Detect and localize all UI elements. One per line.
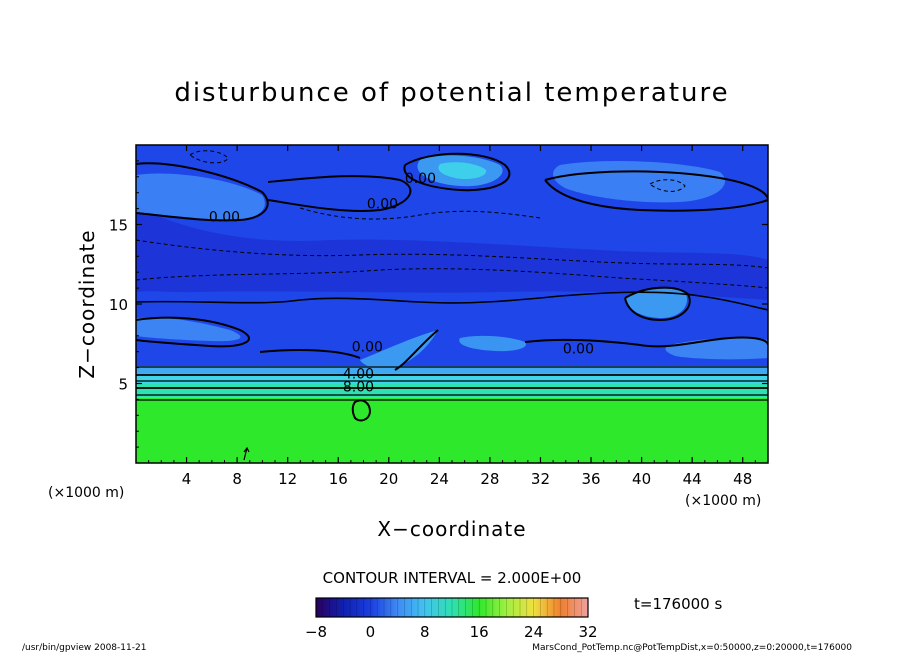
colorbar-tick-label-1: 0 [366, 623, 376, 641]
light-patch-left [136, 173, 265, 221]
contour-label-4: 0.00 [563, 341, 594, 357]
light-patch-right-top [553, 160, 726, 203]
y-unit-label: (×1000 m) [48, 485, 124, 501]
neg-contour-3 [189, 150, 229, 164]
contour-10 [136, 394, 768, 396]
x-tick-label-4: 20 [379, 470, 398, 488]
contour-4 [136, 373, 768, 377]
neg-contour-1 [136, 239, 768, 269]
light-patch-top-inner [438, 162, 487, 180]
y-tick-label-2: 15 [109, 217, 128, 235]
colorbar-tick-label-2: 8 [420, 623, 430, 641]
x-tick-label-7: 32 [531, 470, 550, 488]
contour-8 [136, 386, 768, 390]
zero-contour-blob-right [624, 286, 691, 322]
field-layer-2 [136, 373, 768, 384]
zero-contour-top-center [403, 152, 511, 192]
y-tick-label-0: 5 [118, 376, 128, 394]
field-layer-3 [136, 366, 768, 374]
zero-contour-band-left [136, 316, 250, 348]
colorbar-ticks: −8 0 8 16 24 32 [305, 623, 598, 641]
x-tick-label-5: 24 [430, 470, 449, 488]
dark-patch [136, 205, 768, 300]
colorbar-tick-label-0: −8 [305, 623, 327, 641]
band-patch [136, 317, 241, 342]
y-axis-title: Z−coordinate [75, 229, 99, 378]
colorbar-fill [316, 598, 588, 617]
band-patch-mid [459, 335, 526, 352]
contour-label-1: 0.00 [367, 197, 398, 213]
contour-label-6: 8.00 [343, 379, 374, 395]
x-tick-label-10: 44 [683, 470, 702, 488]
x-tick-label-9: 40 [632, 470, 651, 488]
contour-label-2: 0.00 [405, 171, 436, 187]
contour-12 [136, 399, 768, 401]
contour-labels: 0.00 0.00 0.00 0.00 0.00 4.008.00 [209, 171, 594, 395]
x-tick-label-2: 12 [278, 470, 297, 488]
time-label: t=176000 s [634, 595, 722, 613]
contour-6 [136, 380, 768, 382]
plot-area: 0.00 0.00 0.00 0.00 0.00 4.008.00 [136, 145, 768, 463]
x-axis-ticks: 4 8 12 16 20 24 28 32 36 40 44 48 [148, 145, 756, 488]
zero-contour-top-left [136, 162, 269, 222]
colorbar-frame [315, 597, 589, 618]
colorbar-stripes [315, 598, 589, 617]
neg-contour-5 [299, 207, 541, 220]
x-tick-label-6: 28 [480, 470, 499, 488]
footer-left: /usr/bin/gpview 2008-11-21 [22, 643, 146, 653]
x-axis-title: X−coordinate [377, 517, 526, 541]
contour-2 [136, 366, 768, 368]
arrow-mark [243, 446, 250, 461]
colorbar-tick-label-3: 16 [470, 623, 489, 641]
zero-contour-mid-band [136, 291, 768, 311]
neg-contour-2 [136, 268, 768, 289]
blob-right [625, 288, 688, 318]
x-unit-label: (×1000 m) [685, 493, 761, 509]
x-tick-label-1: 8 [232, 470, 242, 488]
y-tick-label-1: 10 [109, 296, 128, 314]
x-tick-label-8: 36 [581, 470, 600, 488]
x-tick-label-3: 16 [329, 470, 348, 488]
colorbar-tick-label-5: 32 [578, 623, 597, 641]
zero-contour-small [351, 399, 372, 422]
contour-label-3: 0.00 [352, 340, 383, 356]
spike-patch [360, 330, 438, 369]
x-tick-label-11: 48 [733, 470, 752, 488]
field-texture [136, 155, 768, 369]
zero-contour-band-right [524, 336, 768, 348]
x-tick-label-0: 4 [182, 470, 192, 488]
contour-label-0: 0.00 [209, 209, 240, 225]
field-layer-0 [136, 397, 768, 463]
field-layer-1 [136, 383, 768, 398]
footer-right: MarsCond_PotTemp.nc@PotTempDist,x=0:5000… [532, 643, 852, 653]
zero-contour-top [267, 175, 412, 212]
neg-contour-4 [649, 179, 686, 192]
y-axis-ticks: 5 10 15 [109, 160, 768, 448]
contour-interval-label: CONTOUR INTERVAL = 2.000E+00 [323, 569, 582, 587]
chart-title: disturbunce of potential temperature [174, 78, 729, 108]
zero-contour-band-mid [259, 329, 439, 371]
colorbar: −8 0 8 16 24 32 [305, 597, 598, 641]
colorbar-tick-label-4: 24 [524, 623, 543, 641]
contour-label-5: 4.00 [343, 367, 374, 383]
contour-lines [136, 150, 768, 422]
